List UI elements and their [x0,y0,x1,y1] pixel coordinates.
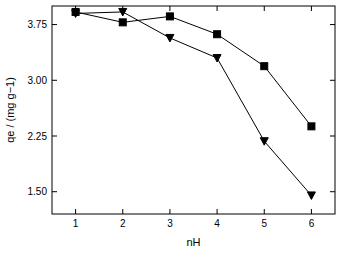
y-tick-label: 1.50 [28,186,48,197]
x-tick-label: 3 [167,218,173,229]
x-tick [169,209,170,214]
series-marker [307,192,315,200]
x-tick-top [169,6,170,11]
x-tick-top [217,6,218,11]
y-axis-label: qe / (mg g−1) [4,77,16,143]
series-marker [166,13,173,20]
plot-frame [52,6,335,214]
x-tick [311,209,312,214]
series-marker [119,8,127,16]
x-tick [75,209,76,214]
x-tick-label: 2 [120,218,126,229]
x-tick-label: 1 [73,218,79,229]
x-axis-label: nH [186,236,200,248]
x-tick-label: 6 [309,218,315,229]
x-tick [264,209,265,214]
y-tick [52,191,57,192]
y-tick-right [330,24,335,25]
y-tick-label: 3.00 [28,75,48,86]
x-tick [217,209,218,214]
series-marker [260,138,268,146]
y-tick-right [330,191,335,192]
x-tick-top [264,6,265,11]
series-line [76,12,312,126]
series-marker [119,19,126,26]
x-tick-label: 4 [214,218,220,229]
series-marker [214,31,221,38]
x-tick-label: 5 [261,218,267,229]
y-tick-right [330,136,335,137]
plot-data [72,8,316,199]
y-tick-label: 2.25 [28,131,48,142]
y-tick-right [330,80,335,81]
y-tick [52,24,57,25]
x-tick [122,209,123,214]
chart: 1.50 2.25 3.00 3.75 1 2 3 4 5 6 nH qe / (mg g−1) [0,0,343,254]
y-tick [52,80,57,81]
series-marker [72,10,80,18]
y-tick-label: 3.75 [28,19,48,30]
series-marker [308,123,315,130]
y-tick [52,136,57,137]
x-tick-top [311,6,312,11]
series-marker [166,34,174,42]
series-marker [213,55,221,63]
series-marker [261,63,268,70]
series-line [76,12,312,195]
